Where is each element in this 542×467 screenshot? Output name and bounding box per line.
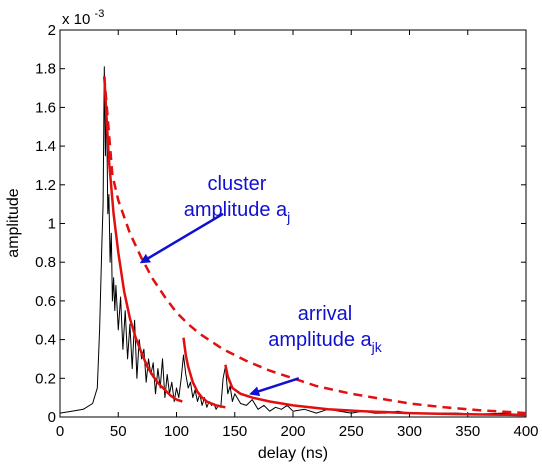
y-tick-label: 1.2 [35,177,56,194]
annotation-line-2: amplitude ajk [268,329,383,355]
y-multiplier-label: x 10 -3 [62,8,104,28]
x-axis-label: delay (ns) [258,445,328,462]
annotation-subscript: j [286,209,290,225]
series-line-arrival-decay-2 [182,337,226,409]
annotation-line-1: cluster [208,173,267,195]
series-line-arrival-decay-3 [224,364,527,417]
y-tick-label: 0.2 [35,370,56,387]
plot-area [59,29,527,418]
annotation-arrow [139,212,224,264]
x-tick-label: 350 [455,423,480,440]
x-axis-ticks: 0 50 100 150 200 250 300 350 400 [56,30,539,440]
x-tick-label: 0 [56,423,64,440]
y-axis-label: amplitude [5,188,22,257]
annotation-line-1: arrival [298,303,352,325]
y-tick-label: 0.8 [35,254,56,271]
annotation-arrow [249,377,300,397]
x-tick-label: 50 [110,423,127,440]
y-tick-label: 0 [48,409,56,426]
y-tick-label: 0.6 [35,293,56,310]
x-tick-label: 100 [164,423,189,440]
x-tick-label: 400 [513,423,538,440]
series-line-cluster-envelope-dashed [103,76,527,415]
y-tick-label: 1.4 [35,138,56,155]
annotation-text: amplitude a [184,199,288,221]
series-line-measured [59,66,527,416]
y-multiplier-exponent: -3 [95,8,105,20]
series-layer [59,66,527,417]
y-tick-label: 1.8 [35,61,56,78]
x-tick-label: 200 [280,423,305,440]
y-tick-label: 1.6 [35,99,56,116]
y-tick-label: 2 [48,22,56,39]
x-tick-label: 300 [397,423,422,440]
series-line-arrival-decay-1 [103,76,183,403]
x-tick-label: 150 [222,423,247,440]
y-axis-ticks: 0 0.2 0.4 0.6 0.8 1 1.2 1.4 1.6 1.8 2 [35,22,526,426]
annotation-subscript: jk [371,339,383,355]
y-multiplier-base: x 10 [62,11,90,28]
x-tick-label: 250 [339,423,364,440]
annotation-text: amplitude a [268,329,372,351]
y-tick-label: 0.4 [35,332,56,349]
y-tick-label: 1 [48,216,56,233]
annotation-line-2: amplitude aj [184,199,291,225]
